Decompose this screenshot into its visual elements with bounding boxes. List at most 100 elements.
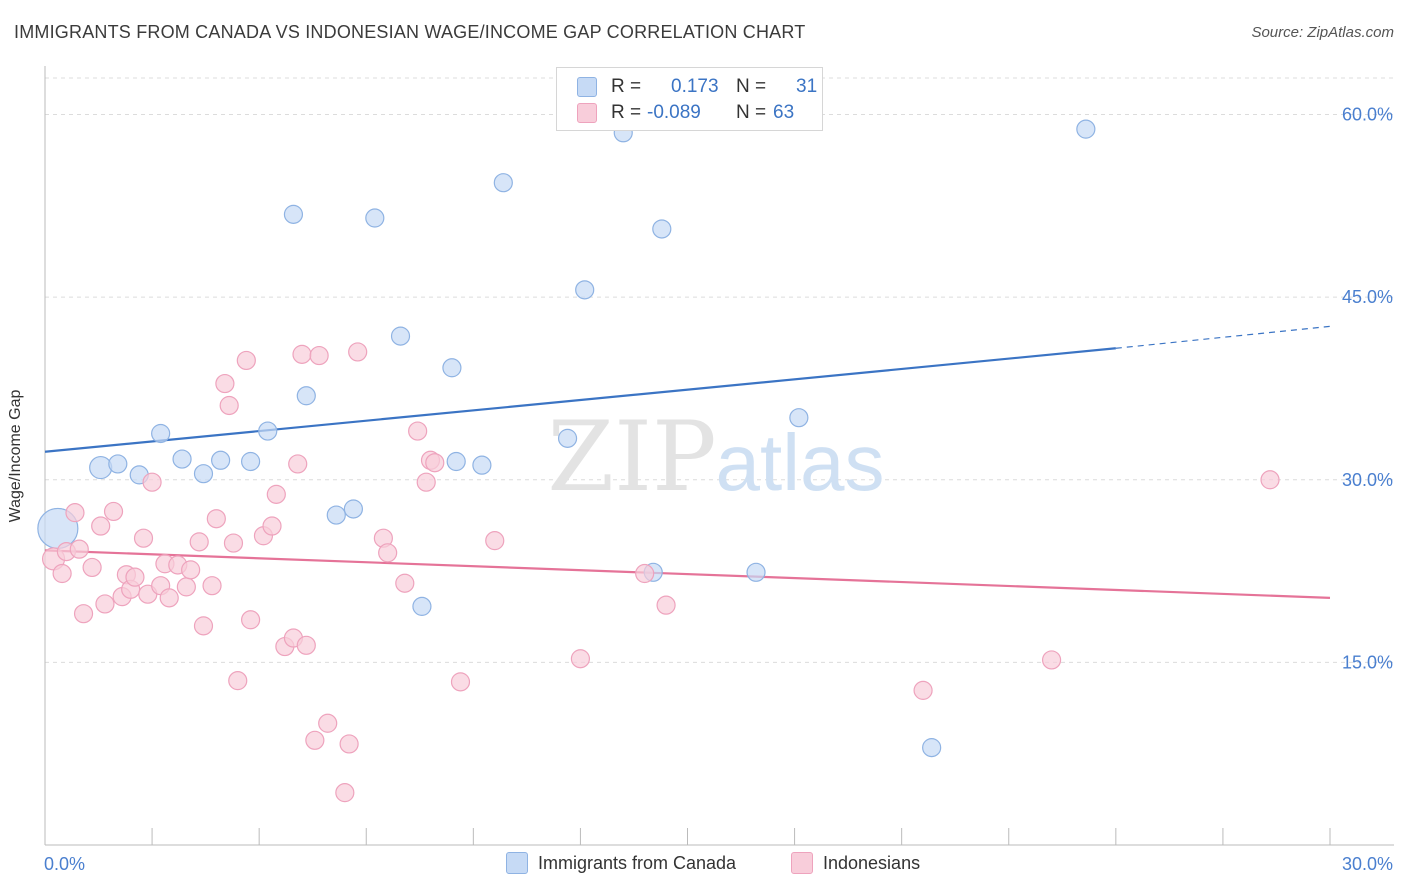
trendline-canada-extension (1115, 325, 1331, 349)
point-indonesians (395, 573, 415, 593)
point-indonesians (82, 557, 102, 578)
watermark-zip: ZIP (547, 401, 716, 513)
tick-labels: 15.0% 30.0% 45.0% 60.0% 0.0% 30.0% (44, 105, 1393, 874)
point-canada (493, 173, 513, 193)
point-indonesians (69, 539, 89, 559)
y-tick-label: 45.0% (1342, 287, 1393, 307)
legend-swatch-canada (577, 77, 597, 97)
legend-n-label: N = (736, 76, 767, 97)
point-canada (1076, 119, 1096, 139)
point-indonesians (95, 594, 115, 614)
point-indonesians (125, 567, 145, 587)
point-canada (151, 423, 171, 444)
point-indonesians (309, 345, 329, 366)
point-indonesians (65, 503, 85, 523)
chart-title: IMMIGRANTS FROM CANADA VS INDONESIAN WAG… (14, 22, 806, 42)
point-indonesians (292, 344, 312, 364)
bottom-legend-swatch-canada (506, 852, 528, 874)
point-canada (172, 449, 192, 469)
point-indonesians (133, 528, 154, 548)
point-indonesians (408, 421, 428, 441)
legend-r-label: R = (611, 102, 642, 123)
point-indonesians (176, 577, 196, 597)
point-indonesians (288, 454, 308, 474)
point-canada (575, 280, 595, 300)
point-indonesians (335, 783, 355, 803)
point-indonesians (266, 484, 286, 504)
legend-n-label: N = (736, 102, 767, 123)
point-canada (89, 455, 113, 480)
point-indonesians (318, 713, 338, 733)
point-canada (557, 428, 578, 448)
point-indonesians (159, 588, 179, 608)
point-canada (283, 204, 304, 224)
point-canada (472, 455, 492, 475)
point-canada (746, 562, 766, 582)
point-indonesians (73, 604, 94, 624)
bottom-legend-label-canada: Immigrants from Canada (538, 852, 737, 873)
point-indonesians (241, 610, 261, 630)
point-indonesians (656, 595, 676, 615)
point-indonesians (305, 730, 325, 750)
trendlines (44, 325, 1331, 599)
point-canada (343, 499, 363, 519)
point-canada (412, 596, 432, 616)
point-canada (442, 358, 462, 378)
point-indonesians (215, 373, 235, 394)
x-tick-label: 0.0% (44, 854, 85, 874)
watermark: ZIP atlas (547, 401, 884, 513)
legend-r-value: -0.089 (647, 102, 701, 123)
point-indonesians (570, 649, 591, 669)
point-canada (296, 386, 316, 406)
y-tick-label: 30.0% (1342, 470, 1393, 490)
point-indonesians (193, 616, 214, 636)
bottom-legend-indonesians: Indonesians (791, 852, 920, 874)
y-tick-label: 15.0% (1342, 652, 1393, 672)
bottom-legend-swatch-indonesians (791, 852, 813, 874)
point-canada (326, 505, 346, 525)
point-indonesians (296, 635, 316, 655)
point-canada (365, 208, 385, 228)
axes (44, 66, 1394, 846)
point-canada (390, 326, 411, 346)
point-canada (108, 454, 128, 474)
point-canada (211, 450, 231, 470)
point-indonesians (913, 680, 933, 700)
point-indonesians (348, 342, 368, 362)
x-tick-label: 30.0% (1342, 854, 1393, 874)
point-indonesians (91, 516, 111, 536)
point-canada (193, 464, 214, 484)
point-indonesians (189, 532, 209, 552)
data-points (37, 119, 1280, 803)
point-indonesians (450, 672, 471, 692)
point-indonesians (181, 560, 201, 580)
point-indonesians (236, 350, 256, 371)
watermark-atlas: atlas (716, 418, 885, 507)
point-indonesians (206, 509, 226, 529)
point-indonesians (223, 533, 244, 553)
legend-r-label: R = (611, 76, 642, 97)
point-indonesians (142, 472, 162, 492)
point-indonesians (416, 472, 436, 492)
trendline-canada (44, 347, 1116, 453)
point-indonesians (635, 563, 655, 584)
point-canada (789, 408, 809, 428)
point-indonesians (202, 576, 222, 596)
legend-swatch-indonesians (577, 103, 597, 123)
point-canada (446, 451, 466, 472)
point-indonesians (339, 734, 359, 754)
point-indonesians (262, 516, 282, 536)
y-tick-label: 60.0% (1342, 105, 1393, 125)
point-indonesians (485, 531, 505, 551)
bottom-legend-label-indonesians: Indonesians (823, 852, 921, 873)
point-canada (241, 451, 261, 472)
point-canada (258, 421, 278, 441)
point-indonesians (1260, 470, 1280, 490)
point-indonesians (103, 501, 124, 522)
point-indonesians (219, 395, 239, 416)
point-indonesians (52, 563, 72, 584)
point-indonesians (378, 543, 398, 563)
y-axis-label: Wage/Income Gap (7, 389, 24, 523)
point-canada (922, 738, 942, 758)
